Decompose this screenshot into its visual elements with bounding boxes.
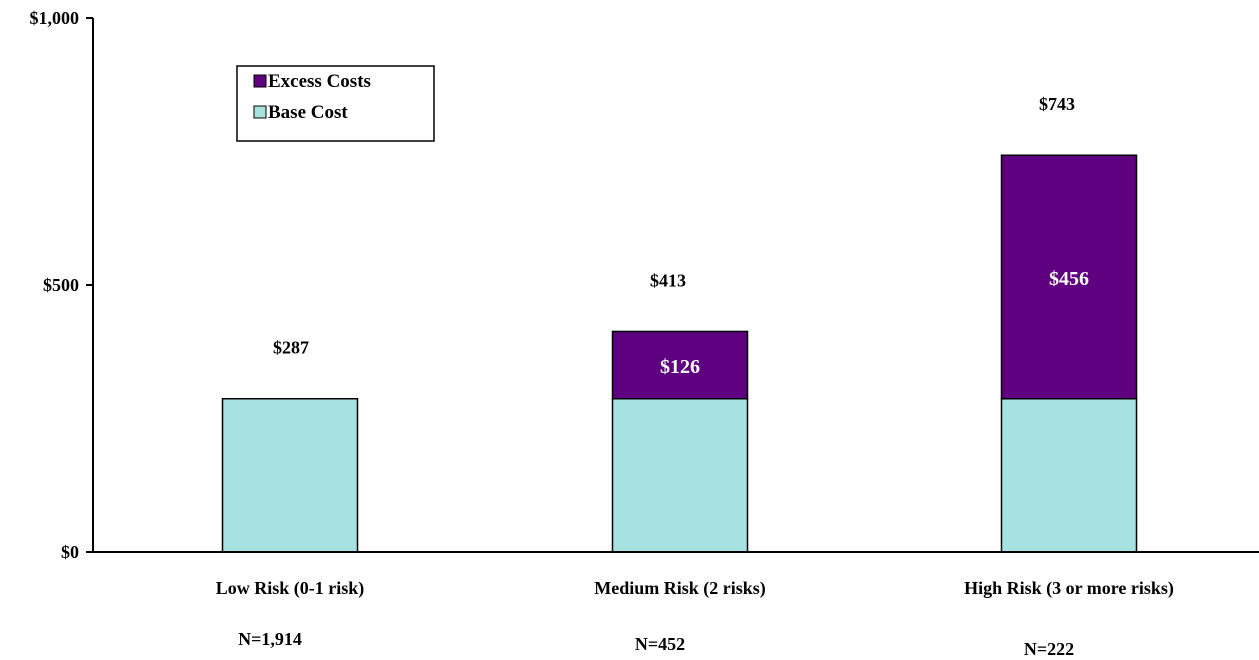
- legend: Excess Costs Base Cost: [236, 65, 435, 142]
- category-label-2: High Risk (3 or more risks): [964, 578, 1174, 599]
- y-tick-label-1: $500: [43, 275, 79, 295]
- bar-base-cost-1: [611, 397, 749, 553]
- axes-group: $0 $500 $1,000: [30, 8, 1259, 562]
- segment-label-1: $126: [660, 356, 700, 378]
- legend-label-excess-costs: Excess Costs: [268, 71, 371, 92]
- legend-swatch-excess-costs: [253, 74, 267, 88]
- y-tick-label-2: $1,000: [30, 8, 80, 28]
- total-label-2: $743: [1039, 94, 1075, 114]
- category-label-0: Low Risk (0-1 risk): [216, 578, 365, 599]
- legend-box: [236, 65, 435, 142]
- total-label-1: $413: [650, 270, 686, 290]
- category-label-1: Medium Risk (2 risks): [594, 578, 766, 599]
- bar-excess-costs-1: [611, 330, 749, 400]
- bar-base-cost-2: [1000, 397, 1138, 553]
- y-tick-label-0: $0: [61, 542, 79, 562]
- sample-size-label-0: N=1,914: [238, 629, 302, 649]
- bar-base-cost-0: [221, 397, 359, 553]
- total-label-0: $287: [273, 338, 309, 358]
- bars-group: [221, 154, 1138, 553]
- bar-excess-costs-2: [1000, 154, 1138, 400]
- legend-swatch-base-cost: [253, 105, 267, 119]
- sample-size-label-2: N=222: [1024, 639, 1074, 659]
- segment-label-2: $456: [1049, 268, 1089, 290]
- labels-group: Low Risk (0-1 risk) N=1,914 Medium Risk (2…: [216, 94, 1174, 659]
- sample-size-label-1: N=452: [635, 634, 685, 654]
- legend-label-base-cost: Base Cost: [268, 102, 348, 123]
